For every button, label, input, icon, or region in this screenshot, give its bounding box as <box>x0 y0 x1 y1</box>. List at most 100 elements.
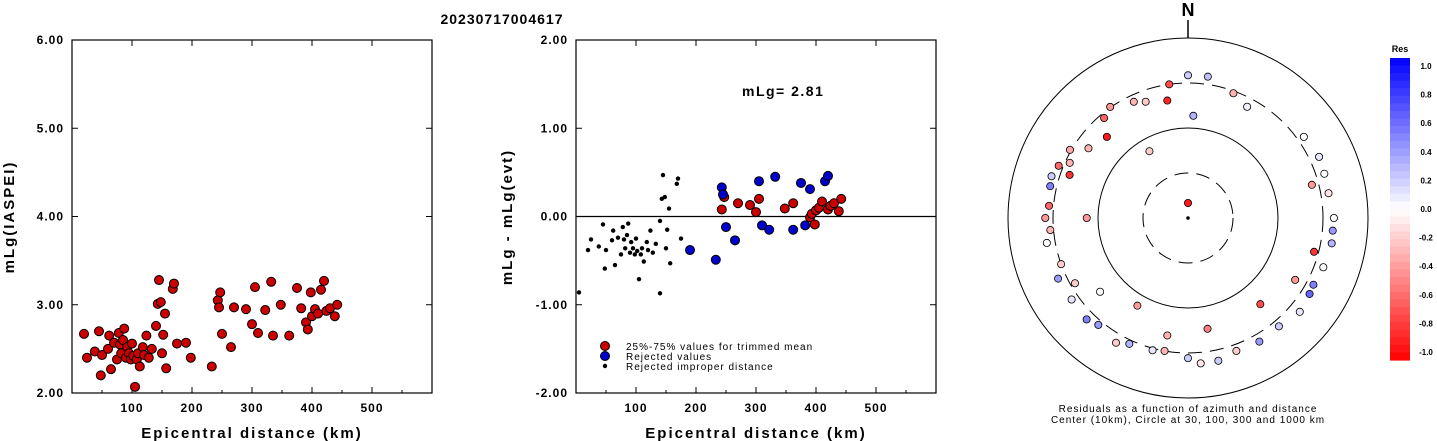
colorbar-tick-label: -0.4 <box>1419 262 1433 271</box>
colorbar-cell <box>1390 292 1410 301</box>
colorbar-tick-label: -0.2 <box>1419 234 1433 243</box>
colorbar-cell <box>1390 337 1410 346</box>
data-point <box>329 311 340 322</box>
y-tick-label: 4.00 <box>37 210 64 224</box>
data-point <box>332 299 343 310</box>
data-point <box>157 348 167 359</box>
y-axis-ticks: 2.00 3.00 4.00 5.00 6.00 <box>37 33 432 400</box>
data-point <box>788 198 799 209</box>
colorbar-cell <box>1390 110 1410 119</box>
station-point <box>1189 111 1198 120</box>
colorbar-tick-label: 0.8 <box>1420 91 1432 100</box>
station-point <box>1184 198 1193 207</box>
data-point <box>751 207 761 218</box>
station-point <box>1291 275 1300 284</box>
data-point-improper <box>602 266 607 271</box>
station-point <box>1160 346 1169 355</box>
data-point-improper <box>626 221 631 226</box>
y-tick-label: -1.00 <box>536 298 568 312</box>
y-tick-label: 3.00 <box>37 298 64 312</box>
data-point <box>757 220 767 231</box>
data-point <box>809 219 820 230</box>
colorbar-cell <box>1390 118 1410 127</box>
magnitude-annotation: mLg= 2.81 <box>742 83 824 99</box>
data-point-improper <box>662 194 667 200</box>
data-point-improper <box>596 244 601 249</box>
colorbar-cell <box>1390 156 1410 165</box>
legend-label-trimmed: 25%-75% values for trimmed mean <box>626 342 813 353</box>
data-point-improper <box>657 291 663 296</box>
data-point <box>241 304 251 315</box>
colorbar-cell <box>1390 186 1410 195</box>
colorbar-cell <box>1390 125 1410 135</box>
data-point <box>172 338 182 349</box>
data-point <box>214 302 224 313</box>
y-tick-label: 0.00 <box>541 210 568 224</box>
data-point-improper <box>621 237 627 242</box>
data-point <box>266 276 277 287</box>
station-point <box>1045 201 1054 210</box>
circle-100km <box>1097 127 1279 309</box>
panel-magnitude-vs-distance: 20230717004617 2.003.004.005.006.00 100 2… <box>1 11 563 441</box>
station-point <box>1046 226 1055 235</box>
data-point-improper <box>615 235 621 240</box>
north-label: N <box>1182 0 1195 20</box>
data-point <box>217 328 227 339</box>
circle-30km <box>1142 172 1234 264</box>
colorbar-cell <box>1390 178 1410 187</box>
station-point <box>1203 72 1212 81</box>
station-point <box>1106 102 1115 111</box>
data-point <box>106 364 116 375</box>
x-tick-label: 100 <box>624 401 647 415</box>
circle-300km <box>1052 82 1324 354</box>
data-point <box>754 176 764 187</box>
station-point <box>1057 260 1066 269</box>
data-point <box>305 287 316 298</box>
data-point-improper <box>657 218 663 224</box>
y-axis-ticks: -2.00 -1.00 0.00 1.00 2.00 <box>536 33 936 400</box>
y-tick-label: 6.00 <box>37 33 64 47</box>
center-marker <box>1186 216 1190 220</box>
station-point <box>1232 346 1241 355</box>
data-point-improper <box>623 246 628 251</box>
outer-circle-1000km <box>1007 37 1369 399</box>
colorbar-cell <box>1390 246 1410 255</box>
data-point <box>733 198 743 209</box>
data-point <box>770 171 781 182</box>
data-point-improper <box>665 227 670 232</box>
station-point <box>1082 315 1091 324</box>
data-point-improper <box>624 232 630 238</box>
colorbar-cell <box>1390 88 1410 97</box>
x-tick-label: 500 <box>360 401 383 415</box>
data-point <box>154 275 164 286</box>
data-point <box>151 320 161 331</box>
station-point <box>1319 263 1328 272</box>
data-point-improper <box>678 236 684 241</box>
station-point <box>1102 132 1111 141</box>
data-point <box>721 222 731 233</box>
legend: 25%-75% values for trimmed mean Rejected… <box>600 341 813 373</box>
data-point <box>836 193 847 204</box>
colorbar-cell <box>1390 344 1410 354</box>
colorbar-cell <box>1390 133 1410 142</box>
data-point-improper <box>611 228 616 233</box>
station-point <box>1094 320 1103 329</box>
data-point-improper <box>609 238 615 243</box>
legend-label-improper: Rejected improper distance <box>626 362 774 373</box>
data-point-improper <box>612 262 618 268</box>
data-point <box>313 308 323 319</box>
x-tick-label: 300 <box>240 401 263 415</box>
data-point <box>130 381 140 392</box>
legend-marker-improper <box>602 363 608 369</box>
station-point <box>1274 322 1283 331</box>
data-point <box>779 203 790 214</box>
data-point <box>796 177 806 188</box>
colorbar-cell <box>1390 216 1410 225</box>
data-point <box>833 206 844 217</box>
colorbar-cell <box>1390 284 1410 293</box>
data-point <box>155 297 166 308</box>
colorbar-cell <box>1390 231 1410 240</box>
x-tick-label: 200 <box>684 401 707 415</box>
colorbar-cell <box>1390 239 1410 248</box>
station-point <box>1165 80 1174 89</box>
